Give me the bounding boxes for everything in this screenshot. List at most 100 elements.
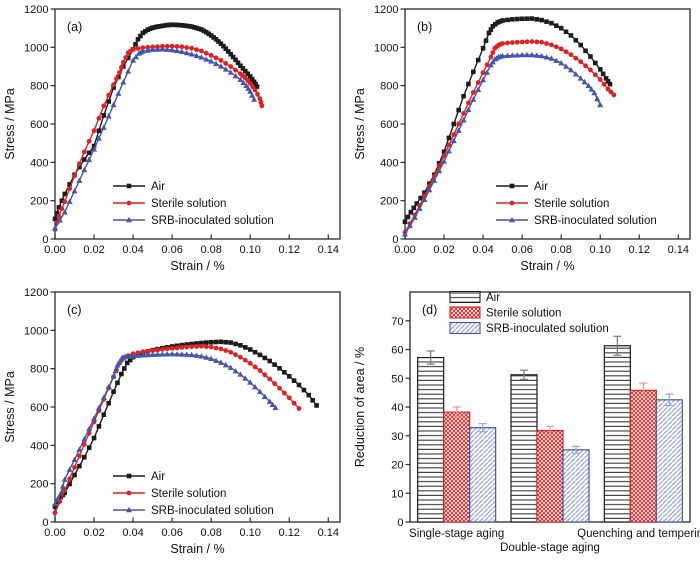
data-marker-triangle: [169, 46, 176, 53]
y-tick-label: 800: [30, 81, 48, 93]
data-marker-square: [228, 340, 233, 345]
data-marker-circle: [529, 39, 535, 44]
legend-swatch-crosshatch: [449, 306, 481, 319]
legend-marker-square: [126, 473, 132, 479]
data-marker-triangle: [139, 48, 146, 54]
data-marker-square: [167, 22, 172, 28]
y-tick-label: 1200: [374, 4, 398, 16]
data-marker-triangle: [247, 88, 254, 94]
data-marker-triangle: [76, 446, 83, 452]
data-marker-square: [568, 33, 574, 38]
data-marker-square: [262, 355, 268, 361]
data-marker-circle: [120, 59, 126, 65]
y-tick-label: 70: [391, 316, 403, 328]
x-tick-label: 0.12: [279, 527, 300, 539]
bar-diagonal-lines: [562, 449, 590, 523]
data-marker-circle: [106, 92, 112, 98]
data-marker-square: [267, 358, 273, 364]
data-marker-triangle: [188, 351, 195, 358]
y-tick-label: 200: [380, 196, 398, 208]
data-marker-triangle: [436, 167, 443, 174]
data-marker-square: [408, 209, 414, 215]
data-marker-circle: [500, 41, 506, 46]
data-marker-triangle: [588, 86, 595, 92]
x-tick-label: 0.14: [668, 244, 689, 256]
data-marker-square: [235, 60, 241, 66]
legend-label: SRB-inoculated solution: [486, 323, 609, 335]
data-marker-circle: [534, 39, 540, 45]
data-marker-square: [62, 490, 68, 496]
data-marker-square: [549, 20, 554, 26]
data-marker-square: [203, 340, 209, 345]
panel-d-svg: 0 10 20 30 40 50 60 70 Reduction of area / % (d) S…: [353, 290, 700, 554]
data-marker-square: [121, 366, 127, 371]
data-marker-circle: [218, 346, 224, 352]
data-marker-square: [116, 74, 121, 80]
y-tick-label: 600: [30, 119, 48, 131]
data-marker-triangle: [95, 135, 102, 141]
y-tick-label: 60: [391, 345, 403, 357]
legend-label: SRB-inoculated solution: [534, 215, 657, 227]
data-marker-square: [291, 378, 297, 383]
data-marker-circle: [597, 77, 603, 82]
data-marker-circle: [218, 57, 224, 63]
data-marker-square: [593, 60, 598, 66]
data-marker-square: [296, 382, 302, 388]
data-marker-square: [81, 157, 87, 162]
data-marker-square: [257, 352, 263, 358]
data-marker-circle: [208, 52, 214, 58]
data-marker-triangle: [198, 54, 205, 60]
data-marker-circle: [228, 64, 234, 69]
data-marker-square: [243, 345, 248, 350]
data-marker-square: [106, 99, 111, 104]
data-marker-square: [534, 17, 540, 22]
data-marker-square: [111, 389, 116, 394]
data-marker-circle: [140, 349, 146, 355]
data-marker-circle: [490, 50, 496, 56]
y-axis-title: Stress / MPa: [3, 88, 17, 160]
data-marker-triangle: [71, 187, 78, 194]
data-marker-triangle: [261, 393, 268, 399]
data-marker-triangle: [591, 89, 598, 96]
data-marker-square: [54, 210, 60, 216]
data-marker-square: [208, 339, 214, 345]
data-marker-triangle: [213, 357, 220, 363]
data-marker-square: [402, 219, 408, 225]
data-marker-circle: [573, 55, 579, 61]
y-tick-label: 30: [391, 431, 403, 443]
bar-diagonal-lines: [469, 427, 497, 523]
legend-label: Sterile solution: [151, 198, 226, 210]
data-marker-circle: [189, 344, 195, 350]
y-tick-label: 1200: [24, 4, 48, 16]
data-marker-triangle: [450, 137, 457, 144]
data-marker-circle: [262, 372, 268, 378]
data-marker-circle: [174, 345, 180, 351]
data-marker-square: [245, 71, 251, 77]
data-marker-circle: [52, 510, 58, 516]
y-tick-label: 1000: [24, 325, 48, 337]
data-marker-circle: [255, 91, 260, 97]
data-marker-triangle: [130, 352, 137, 359]
data-marker-triangle: [266, 398, 273, 404]
data-marker-circle: [509, 40, 515, 45]
data-marker-square: [147, 26, 153, 32]
data-marker-circle: [169, 43, 175, 49]
data-marker-square: [106, 400, 111, 406]
data-marker-square: [544, 19, 549, 24]
data-marker-triangle: [71, 456, 78, 463]
data-marker-square: [282, 370, 287, 375]
data-marker-square: [218, 41, 224, 46]
bar-horizontal-lines: [417, 356, 445, 523]
data-marker-square: [67, 182, 72, 187]
data-marker-triangle: [81, 436, 88, 442]
data-marker-triangle: [120, 79, 127, 85]
data-marker-triangle: [460, 117, 467, 123]
data-marker-triangle: [487, 61, 494, 68]
data-marker-square: [208, 33, 214, 38]
data-marker-triangle: [112, 367, 119, 374]
bar-horizontal-lines: [510, 374, 538, 523]
legend-label: SRB-inoculated solution: [151, 505, 274, 517]
data-marker-circle: [118, 65, 124, 70]
data-marker-circle: [101, 103, 107, 109]
